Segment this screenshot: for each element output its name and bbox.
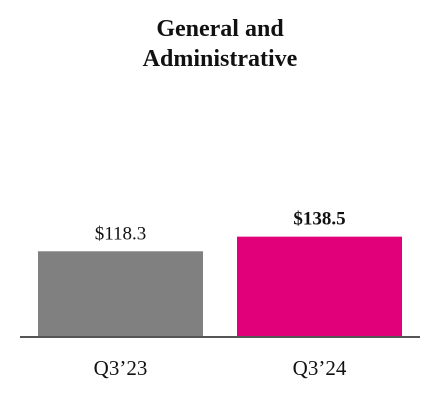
- data-label-1: $138.5: [293, 209, 345, 230]
- x-tick-label-0: Q3’23: [94, 356, 148, 380]
- chart-title: General and Administrative: [0, 14, 440, 74]
- data-label-0: $118.3: [95, 223, 147, 244]
- x-tick-label-1: Q3’24: [293, 356, 347, 380]
- chart-title-line-2: Administrative: [142, 46, 298, 72]
- bar-1: [237, 236, 402, 337]
- chart-title-line-1: General and: [156, 16, 284, 42]
- bar-0: [38, 251, 203, 337]
